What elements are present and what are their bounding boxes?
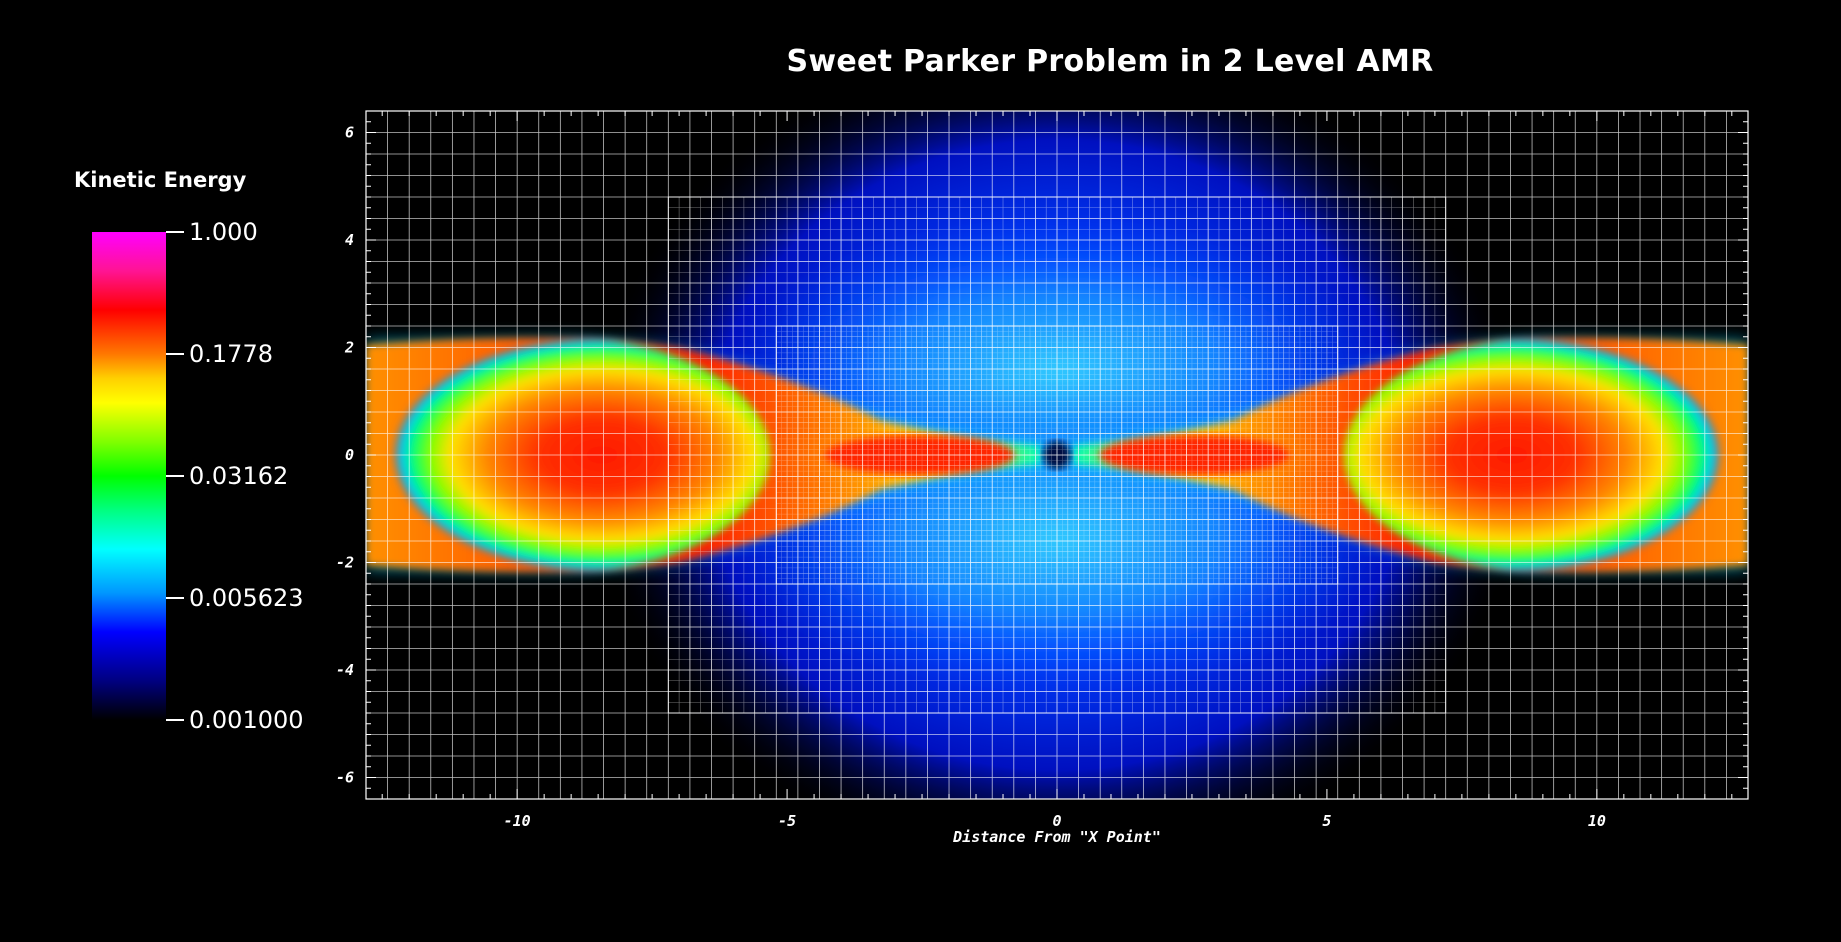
y-tick-label: 0 [345, 446, 354, 464]
y-tick-label: -6 [336, 769, 354, 787]
x-axis-label: Distance From "X Point" [952, 828, 1161, 846]
kinetic-energy-field [366, 111, 1748, 799]
axis-ticks [366, 110, 1748, 800]
colorbar-tick-label: 0.03162 [189, 462, 289, 490]
colorbar-tick-label: 0.1778 [189, 340, 273, 368]
colorbar [92, 232, 166, 720]
mesh-level-2-boundary [775, 325, 1339, 585]
x-tick-label: -5 [778, 812, 796, 830]
chart-title: Sweet Parker Problem in 2 Level AMR [786, 44, 1434, 79]
mesh-level-1-boundary [667, 196, 1447, 714]
x-tick-label: 10 [1588, 812, 1606, 830]
colorbar-tick-label: 0.001000 [189, 706, 304, 734]
axes: -10 -5 0 5 10 -6 -4 -2 0 2 4 6 [336, 110, 1748, 830]
y-tick-label: -4 [336, 661, 354, 679]
colorbar-tick-label: 0.005623 [189, 584, 304, 612]
colorbar-tick-label: 1.000 [189, 218, 258, 246]
y-tick-label: 2 [344, 339, 354, 357]
colorbar-tick [166, 719, 184, 721]
x-tick-label: 0 [1052, 812, 1061, 830]
y-tick-label: 4 [345, 231, 354, 249]
colorbar-tick [166, 231, 184, 233]
x-tick-label: 5 [1322, 812, 1331, 830]
y-tick-label: 6 [345, 124, 354, 142]
colorbar-title: Kinetic Energy [74, 168, 247, 192]
y-tick-label: -2 [336, 554, 354, 572]
x-tick-label: -10 [504, 812, 531, 830]
colorbar-tick [166, 475, 184, 477]
amr-mesh [366, 111, 1748, 799]
colorbar-tick [166, 353, 184, 355]
colorbar-tick [166, 597, 184, 599]
